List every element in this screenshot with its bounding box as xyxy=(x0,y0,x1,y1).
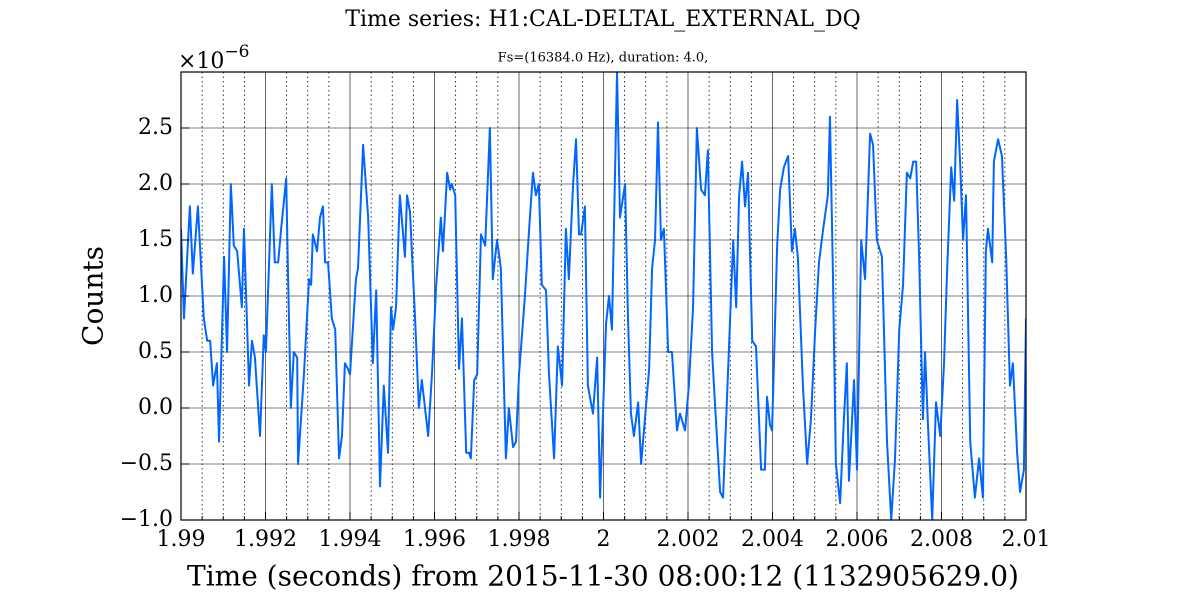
x-tick-label: 2.01 xyxy=(1002,527,1051,552)
x-tick-label: 2 xyxy=(597,527,611,552)
plot-area xyxy=(181,72,1026,520)
y-tick-label: 1.0 xyxy=(138,283,173,308)
y-tick-label: 2.5 xyxy=(138,115,173,140)
x-tick-label: 1.992 xyxy=(234,527,297,552)
y-tick-label: 0.0 xyxy=(138,395,173,420)
y-tick-label: −1.0 xyxy=(120,507,173,532)
x-axis-label: Time (seconds) from 2015-11-30 08:00:12 … xyxy=(187,560,1019,593)
x-tick-label: 2.008 xyxy=(910,527,973,552)
ticks: 1.99 1.992 1.994 1.996 1.998 2 2.002 2.004 2.006… xyxy=(120,115,1051,552)
x-tick-label: 2.002 xyxy=(657,527,720,552)
x-tick-label: 1.994 xyxy=(319,527,382,552)
y-tick-label: 2.0 xyxy=(138,171,173,196)
x-tick-label: 2.006 xyxy=(826,527,889,552)
x-tick-label: 2.004 xyxy=(741,527,804,552)
y-tick-label: −0.5 xyxy=(120,451,173,476)
y-tick-label: 0.5 xyxy=(138,339,173,364)
y-offset-exponent: −6 xyxy=(224,42,249,62)
x-tick-label: 1.996 xyxy=(403,527,466,552)
chart-title: Time series: H1:CAL-DELTAL_EXTERNAL_DQ xyxy=(345,7,860,32)
series-line xyxy=(181,72,1026,520)
chart-subtitle: Fs=(16384.0 Hz), duration: 4.0, xyxy=(498,51,709,66)
y-axis-label: Counts xyxy=(77,246,110,346)
y-tick-label: 1.5 xyxy=(138,227,173,252)
x-tick-label: 1.998 xyxy=(488,527,551,552)
y-offset-label: ×10−6 xyxy=(178,42,250,75)
y-offset-base: ×10 xyxy=(178,49,224,74)
x-tick-label: 1.99 xyxy=(157,527,206,552)
